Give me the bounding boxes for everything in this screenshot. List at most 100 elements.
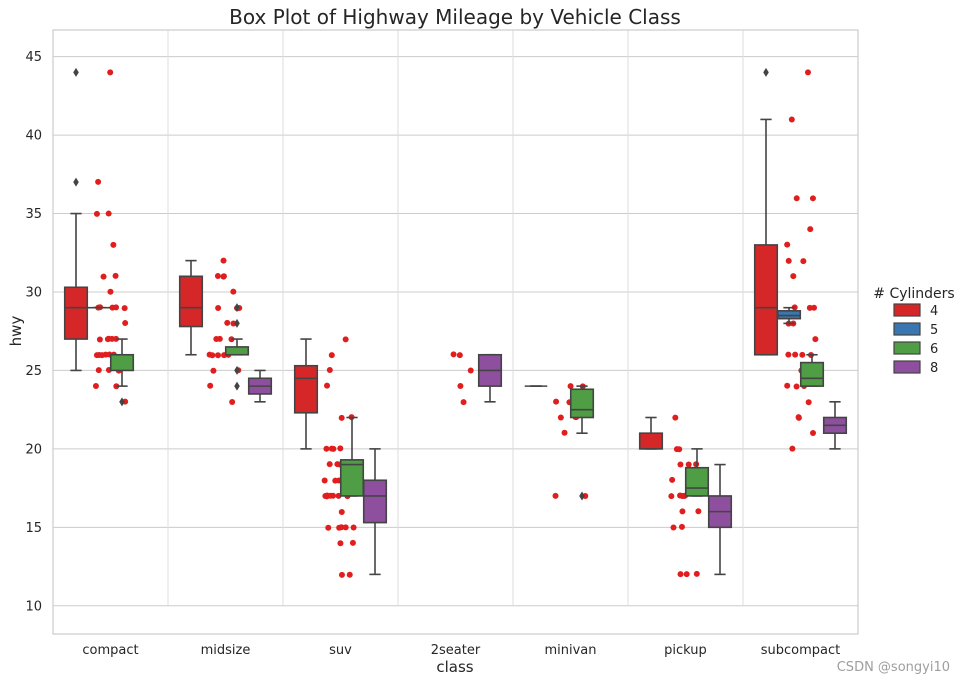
strip-point [685,461,692,468]
strip-point [677,461,684,468]
x-tick-label: compact [82,643,138,658]
x-axis-label: class [436,658,473,676]
strip-point [213,335,220,342]
strip-point [323,445,330,452]
box-suv-6cyl [339,416,365,497]
strip-point [214,352,221,359]
strip-point [99,352,106,359]
strip-point [107,69,114,76]
strip-point [812,336,819,343]
box-pickup-4cyl [638,416,664,450]
y-tick-label: 25 [25,364,42,379]
legend-item-6: 6 [893,341,938,357]
y-tick-label: 30 [25,285,42,300]
strip-point [693,461,700,468]
iqr-box [569,388,595,419]
strip-point [567,383,574,390]
strip-point [793,195,800,202]
box-midsize-4cyl [178,259,204,356]
box-compact-6cyl [109,338,135,407]
y-axis-label: hwy [7,316,25,347]
y-tick-labels: 10 15 20 25 30 35 40 45 [25,50,42,614]
strip-point [669,476,676,483]
strip-point [784,241,791,248]
strip-point [349,539,356,546]
strip-point [121,305,128,312]
iqr-box [339,459,365,497]
strip-point [112,272,119,279]
iqr-box [109,353,135,372]
y-tick-label: 10 [25,599,42,614]
strip-point [325,524,332,531]
strip-point [321,477,328,484]
strip-point [96,336,103,343]
strip-point [552,492,559,499]
outlier-marker [234,318,240,328]
strip-point [326,366,333,373]
strip-point [336,524,343,531]
legend-label: 5 [930,323,938,338]
strip-point [450,351,457,358]
x-tick-labels: compact midsize suv 2seater minivan pickup sub… [82,643,840,658]
strip-point [785,257,792,264]
iqr-box [684,466,710,497]
strip-point [95,367,102,374]
iqr-box [224,346,250,356]
strip-point [93,352,100,359]
strip-point [224,319,231,326]
outlier-marker [763,67,769,77]
strip-point [338,414,345,421]
strip-point [785,351,792,358]
strip-point [220,257,227,264]
chart-title: Box Plot of Highway Mileage by Vehicle C… [229,5,681,29]
strip-point [806,304,813,311]
outlier-marker [234,381,240,391]
x-tick-label: subcompact [761,643,841,658]
strip-point [557,414,564,421]
legend-label: 8 [930,361,938,376]
legend-item-5: 5 [893,322,938,338]
iqr-box [799,361,825,387]
x-tick-label: minivan [544,643,596,658]
strip-point [677,571,684,578]
iqr-box [362,479,388,524]
iqr-box [753,244,779,356]
box-midsize-6cyl [224,303,250,391]
legend-swatch [893,341,921,355]
strip-point [122,320,129,327]
strip-point [337,540,344,547]
box-2seater-8cyl [477,353,503,403]
x-tick-label: 2seater [431,643,481,658]
strip-point [110,241,117,248]
strip-point [784,382,791,389]
strip-point [799,351,806,358]
strip-point [350,524,357,531]
strip-point [338,509,345,516]
y-tick-label: 15 [25,521,42,536]
strip-point [467,367,474,374]
iqr-box [63,286,89,340]
strip-point [220,273,227,280]
strip-point [342,336,349,343]
strip-point [809,195,816,202]
legend-swatch [893,303,921,317]
box-subcompact-5cyl [776,306,802,325]
outlier-marker [119,397,125,407]
strip-point [676,446,683,453]
box-subcompact-6cyl [799,353,825,387]
strip-point [693,570,700,577]
legend-item-8: 8 [893,360,938,376]
strip-point [332,477,339,484]
iqr-box [638,432,664,450]
box-compact-4cyl [63,67,89,372]
strip-point [324,382,331,389]
box-subcompact-8cyl [822,401,848,450]
strip-point [113,383,120,390]
strip-point [214,273,221,280]
strip-point [338,571,345,578]
y-tick-label: 35 [25,207,42,222]
strip-point [810,430,817,437]
strip-point [790,273,797,280]
strip-point [804,69,811,76]
strip-point [795,414,802,421]
